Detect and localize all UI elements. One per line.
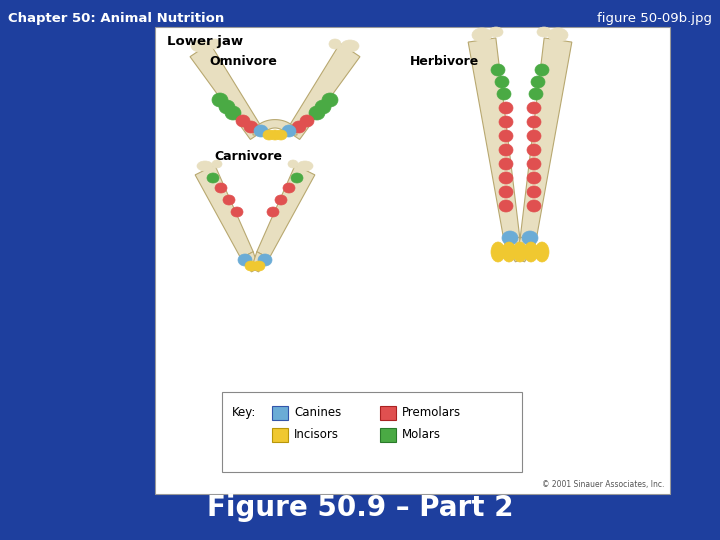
Ellipse shape [499,172,513,184]
Ellipse shape [292,121,306,133]
Ellipse shape [499,200,513,212]
Ellipse shape [197,161,213,171]
Ellipse shape [231,207,243,217]
Ellipse shape [499,102,513,114]
Ellipse shape [527,116,541,128]
Ellipse shape [297,161,313,171]
Ellipse shape [269,130,281,140]
Ellipse shape [191,40,209,52]
Ellipse shape [300,115,314,127]
Polygon shape [251,252,269,272]
Ellipse shape [527,200,541,212]
Ellipse shape [524,242,538,262]
Ellipse shape [212,93,228,107]
Ellipse shape [212,160,222,168]
Ellipse shape [472,28,492,42]
Ellipse shape [282,125,296,137]
Text: Incisors: Incisors [294,429,339,442]
Text: Molars: Molars [402,429,441,442]
Ellipse shape [275,195,287,205]
Ellipse shape [548,28,568,42]
Bar [272,406,288,420]
Ellipse shape [288,160,298,168]
Ellipse shape [527,158,541,170]
Polygon shape [257,165,315,258]
Text: Chapter 50: Animal Nutrition: Chapter 50: Animal Nutrition [8,12,224,25]
Ellipse shape [535,242,549,262]
Ellipse shape [275,130,287,140]
Bar [222,392,522,472]
Ellipse shape [529,88,543,100]
Text: Omnivore: Omnivore [210,55,278,68]
Ellipse shape [499,144,513,156]
Polygon shape [253,120,297,135]
Ellipse shape [535,64,549,76]
Bar [155,27,670,494]
Ellipse shape [254,125,268,137]
Polygon shape [505,237,525,262]
Ellipse shape [499,186,513,198]
Ellipse shape [502,231,518,245]
Ellipse shape [499,158,513,170]
Text: figure 50-09b.jpg: figure 50-09b.jpg [597,12,712,25]
Text: Premolars: Premolars [402,407,461,420]
Text: Key:: Key: [232,406,256,419]
Ellipse shape [495,76,509,88]
Ellipse shape [309,106,325,120]
Ellipse shape [244,121,258,133]
Ellipse shape [215,183,227,193]
Polygon shape [468,38,520,241]
Polygon shape [240,252,258,272]
Polygon shape [190,43,264,139]
Polygon shape [516,237,536,262]
Ellipse shape [489,27,503,37]
Ellipse shape [341,40,359,52]
Ellipse shape [527,186,541,198]
Bar [272,428,288,442]
Text: Carnivore: Carnivore [215,150,283,163]
Ellipse shape [253,261,265,271]
Text: Lower jaw: Lower jaw [167,35,243,48]
Polygon shape [520,38,572,241]
Ellipse shape [315,100,331,114]
Ellipse shape [283,183,295,193]
Ellipse shape [502,242,516,262]
Text: Figure 50.9 – Part 2: Figure 50.9 – Part 2 [207,494,513,522]
Bar [380,406,396,420]
Ellipse shape [497,88,511,100]
Ellipse shape [527,144,541,156]
Ellipse shape [238,254,252,266]
Ellipse shape [236,115,250,127]
Ellipse shape [329,39,341,49]
Ellipse shape [527,172,541,184]
Text: Herbivore: Herbivore [410,55,479,68]
Ellipse shape [537,27,551,37]
Ellipse shape [223,195,235,205]
Ellipse shape [258,254,272,266]
Ellipse shape [522,231,538,245]
Ellipse shape [491,64,505,76]
Ellipse shape [499,130,513,142]
Ellipse shape [291,173,303,183]
Ellipse shape [527,130,541,142]
Ellipse shape [225,106,241,120]
Ellipse shape [491,242,505,262]
Ellipse shape [531,76,545,88]
Polygon shape [195,165,253,258]
Ellipse shape [219,100,235,114]
Ellipse shape [267,207,279,217]
Ellipse shape [499,116,513,128]
Ellipse shape [207,173,219,183]
Ellipse shape [527,102,541,114]
Ellipse shape [513,242,527,262]
Ellipse shape [245,261,257,271]
Polygon shape [287,43,360,139]
Bar [380,428,396,442]
Ellipse shape [263,130,275,140]
Ellipse shape [322,93,338,107]
Text: © 2001 Sinauer Associates, Inc.: © 2001 Sinauer Associates, Inc. [542,480,665,489]
Text: Canines: Canines [294,407,341,420]
Ellipse shape [209,39,221,49]
